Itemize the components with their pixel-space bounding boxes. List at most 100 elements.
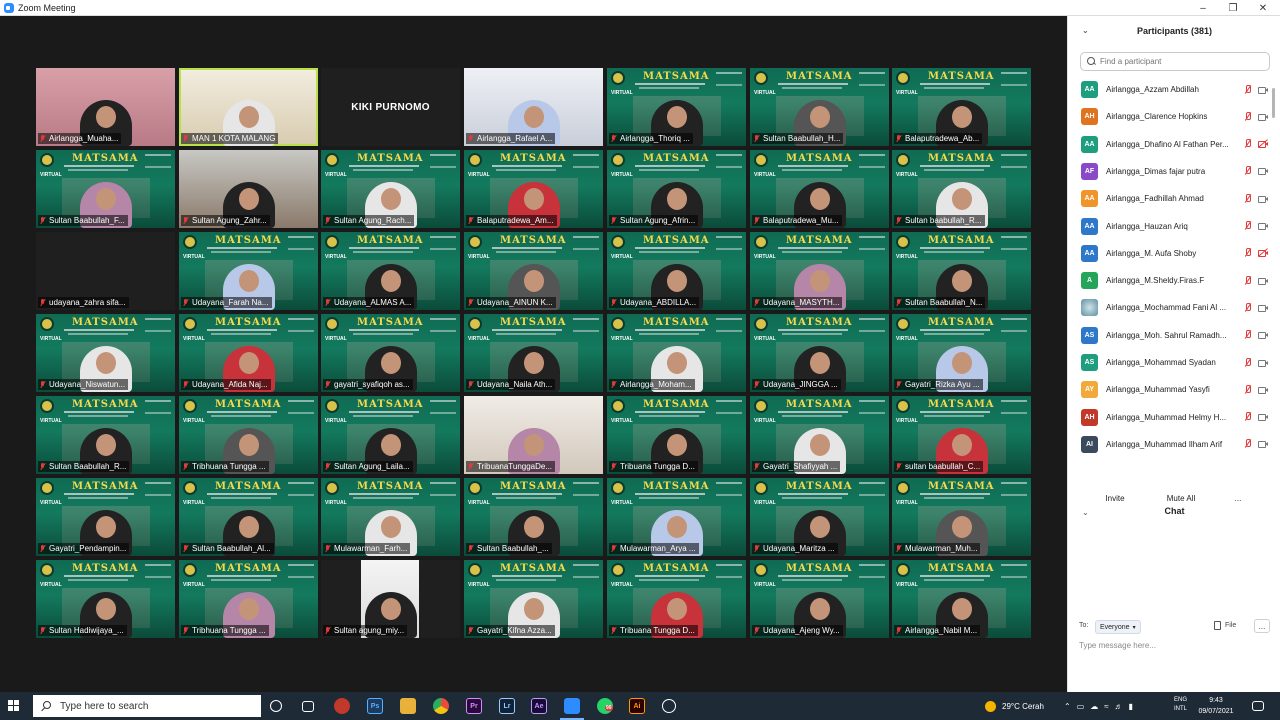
video-tile[interactable]: MATSAMA VIRTUAL Mulawarman_Farh... (321, 478, 460, 556)
chat-file-button[interactable]: File (1214, 621, 1236, 630)
camera-off-icon[interactable] (1258, 248, 1268, 258)
minimize-icon[interactable]: – (1200, 2, 1206, 14)
taskbar-clock[interactable]: 9:43 09/07/2021 (1194, 695, 1238, 717)
video-tile[interactable]: MATSAMA VIRTUAL sultan baabullah_C... (892, 396, 1031, 474)
camera-off-icon[interactable] (1258, 195, 1268, 203)
mic-muted-icon[interactable] (1243, 275, 1252, 286)
mic-muted-icon[interactable] (1243, 221, 1252, 231)
video-tile[interactable]: MATSAMA VIRTUAL Udayana_Farah Na... (179, 232, 318, 310)
mic-muted-icon[interactable] (1243, 384, 1252, 395)
mic-muted-icon[interactable] (1243, 302, 1252, 313)
participant-row[interactable]: AA Airlangga_Dhafino Al Fathan Per... (1068, 131, 1274, 158)
battery-icon[interactable]: ▮ (1128, 701, 1134, 711)
chevron-down-icon[interactable]: ⌄ (1082, 26, 1089, 35)
zoom-taskbar-icon[interactable] (560, 698, 584, 720)
wifi-icon[interactable]: ≈ (1104, 701, 1109, 711)
video-tile[interactable]: MAN 1 KOTA MALANG (179, 68, 318, 146)
app-circle-icon[interactable] (662, 699, 676, 713)
video-tile[interactable]: MATSAMA VIRTUAL Airlangga_Moham... (607, 314, 746, 392)
video-tile[interactable]: MATSAMA VIRTUAL Sultan baabullah_R... (892, 150, 1031, 228)
camera-off-icon[interactable] (1258, 386, 1268, 394)
participant-search[interactable] (1080, 52, 1270, 71)
file-explorer-icon[interactable] (400, 698, 416, 714)
participant-row[interactable]: AH Airlangga_Muhammad Helmy H... (1068, 404, 1274, 431)
task-view-icon[interactable] (302, 701, 314, 712)
notifications-icon[interactable] (1252, 701, 1264, 711)
video-tile[interactable]: MATSAMA VIRTUAL Udayana_Afida Naj... (179, 314, 318, 392)
chrome-icon[interactable] (433, 698, 449, 714)
lightroom-icon[interactable]: Lr (499, 698, 515, 714)
camera-off-icon[interactable] (1258, 113, 1268, 121)
participant-row[interactable]: AA Airlangga_Hauzan Ariq (1068, 213, 1274, 240)
video-tile[interactable]: Airlangga_Rafael A... (464, 68, 603, 146)
mic-muted-icon[interactable] (1243, 330, 1252, 340)
video-tile[interactable]: MATSAMA VIRTUAL Gayatri_Shafiyyah ... (750, 396, 889, 474)
video-tile[interactable]: TribuanaTunggaDe... (464, 396, 603, 474)
participant-row[interactable]: AH Airlangga_Clarence Hopkins (1068, 103, 1274, 130)
video-tile[interactable]: MATSAMA VIRTUAL Sultan Hadiwijaya_... (36, 560, 175, 638)
video-tile[interactable]: MATSAMA VIRTUAL gayatri_syafiqoh as... (321, 314, 460, 392)
video-tile[interactable]: MATSAMA VIRTUAL Tribuana Tungga D... (607, 560, 746, 638)
mic-muted-icon[interactable] (1243, 166, 1252, 176)
mute-all-button[interactable]: Mute All (1166, 493, 1196, 503)
weather-widget[interactable]: 29°C Cerah (985, 692, 1044, 720)
mic-muted-icon[interactable] (1243, 84, 1252, 95)
video-tile[interactable]: MATSAMA VIRTUAL Sultan Baabullah_Al... (179, 478, 318, 556)
video-tile[interactable]: udayana_zahra sifa... (36, 232, 175, 310)
maximize-icon[interactable]: ❐ (1228, 2, 1238, 14)
video-tile[interactable]: KIKI PURNOMO (321, 68, 460, 146)
mic-muted-icon[interactable] (1243, 111, 1252, 122)
mic-muted-icon[interactable] (1243, 412, 1252, 422)
mic-muted-icon[interactable] (1243, 357, 1252, 368)
illustrator-icon[interactable]: Ai (629, 698, 645, 714)
video-tile[interactable]: MATSAMA VIRTUAL Sultan Baabullah_... (464, 478, 603, 556)
participant-row[interactable]: A Airlangga_M.Sheldy.Firas.F (1068, 267, 1274, 294)
participant-row[interactable]: Airlangga_Mochammad Fani Al ... (1068, 294, 1274, 321)
whatsapp-icon[interactable]: 99 (597, 698, 613, 714)
participant-row[interactable]: AY Airlangga_Muhammad Yasyfi (1068, 376, 1274, 403)
video-tile[interactable]: MATSAMA VIRTUAL Sultan Agung_Rach... (321, 150, 460, 228)
video-tile[interactable]: MATSAMA VIRTUAL Airlangga_Nabil M... (892, 560, 1031, 638)
mic-muted-icon[interactable] (1243, 248, 1252, 258)
chat-message-input[interactable]: Type message here... (1079, 641, 1156, 650)
video-tile[interactable]: MATSAMA VIRTUAL Sultan Baabullah_R... (36, 396, 175, 474)
video-tile[interactable]: MATSAMA VIRTUAL Udayana_Niswatun... (36, 314, 175, 392)
video-tile[interactable]: MATSAMA VIRTUAL Sultan Baabullah_F... (36, 150, 175, 228)
camera-off-icon[interactable] (1258, 139, 1268, 149)
video-tile[interactable]: Sultan agung_miy... (321, 560, 460, 638)
camera-off-icon[interactable] (1258, 86, 1268, 94)
cortana-icon[interactable] (270, 700, 282, 712)
video-tile[interactable]: MATSAMA VIRTUAL Mulawarman_Arya ... (607, 478, 746, 556)
video-tile[interactable]: MATSAMA VIRTUAL Tribhuana Tungga ... (179, 560, 318, 638)
participant-row[interactable]: AI Airlangga_Muhammad Ilham Arif (1068, 431, 1274, 458)
close-icon[interactable]: ✕ (1258, 2, 1268, 14)
video-tile[interactable]: MATSAMA VIRTUAL Udayana_Ajeng Wy... (750, 560, 889, 638)
invite-button[interactable]: Invite (1105, 493, 1125, 503)
video-tile[interactable]: Airlangga_Muaha... (36, 68, 175, 146)
chevron-up-icon[interactable]: ⌃ (1064, 701, 1071, 711)
video-tile[interactable]: MATSAMA VIRTUAL Tribuana Tungga D... (607, 396, 746, 474)
taskbar-search[interactable]: Type here to search (33, 695, 261, 717)
camera-off-icon[interactable] (1258, 359, 1268, 367)
video-tile[interactable]: MATSAMA VIRTUAL Balaputradewa_Am... (464, 150, 603, 228)
video-tile[interactable]: MATSAMA VIRTUAL Sultan Baabullah_N... (892, 232, 1031, 310)
camera-off-icon[interactable] (1258, 331, 1268, 340)
photoshop-icon[interactable]: Ps (367, 698, 383, 714)
video-tile[interactable]: MATSAMA VIRTUAL Sultan Agung_Laila... (321, 396, 460, 474)
participant-row[interactable]: AS Airlangga_Mohammad Syadan (1068, 349, 1274, 376)
video-tile[interactable]: MATSAMA VIRTUAL Balaputradewa_Ab... (892, 68, 1031, 146)
participant-row[interactable]: AF Airlangga_Dimas fajar putra (1068, 158, 1274, 185)
participant-list-scrollbar[interactable] (1272, 88, 1275, 118)
video-tile[interactable]: MATSAMA VIRTUAL Udayana_MASYTH... (750, 232, 889, 310)
video-tile[interactable]: MATSAMA VIRTUAL Airlangga_Thoriq ... (607, 68, 746, 146)
video-tile[interactable]: MATSAMA VIRTUAL Sultan Agung_Afrin... (607, 150, 746, 228)
video-tile[interactable]: MATSAMA VIRTUAL Balaputradewa_Mu... (750, 150, 889, 228)
chat-recipient-select[interactable]: Everyone ▾ (1095, 620, 1141, 634)
video-tile[interactable]: MATSAMA VIRTUAL Udayana_ABDILLA... (607, 232, 746, 310)
camera-off-icon[interactable] (1258, 222, 1268, 230)
video-tile[interactable]: MATSAMA VIRTUAL Udayana_Naila Ath... (464, 314, 603, 392)
participant-row[interactable]: AS Airlangga_Moh. Sahrul Ramadh... (1068, 322, 1274, 349)
video-tile[interactable]: MATSAMA VIRTUAL Gayatri_Pendampin... (36, 478, 175, 556)
participant-search-input[interactable] (1100, 57, 1260, 66)
mic-muted-icon[interactable] (1243, 139, 1252, 149)
